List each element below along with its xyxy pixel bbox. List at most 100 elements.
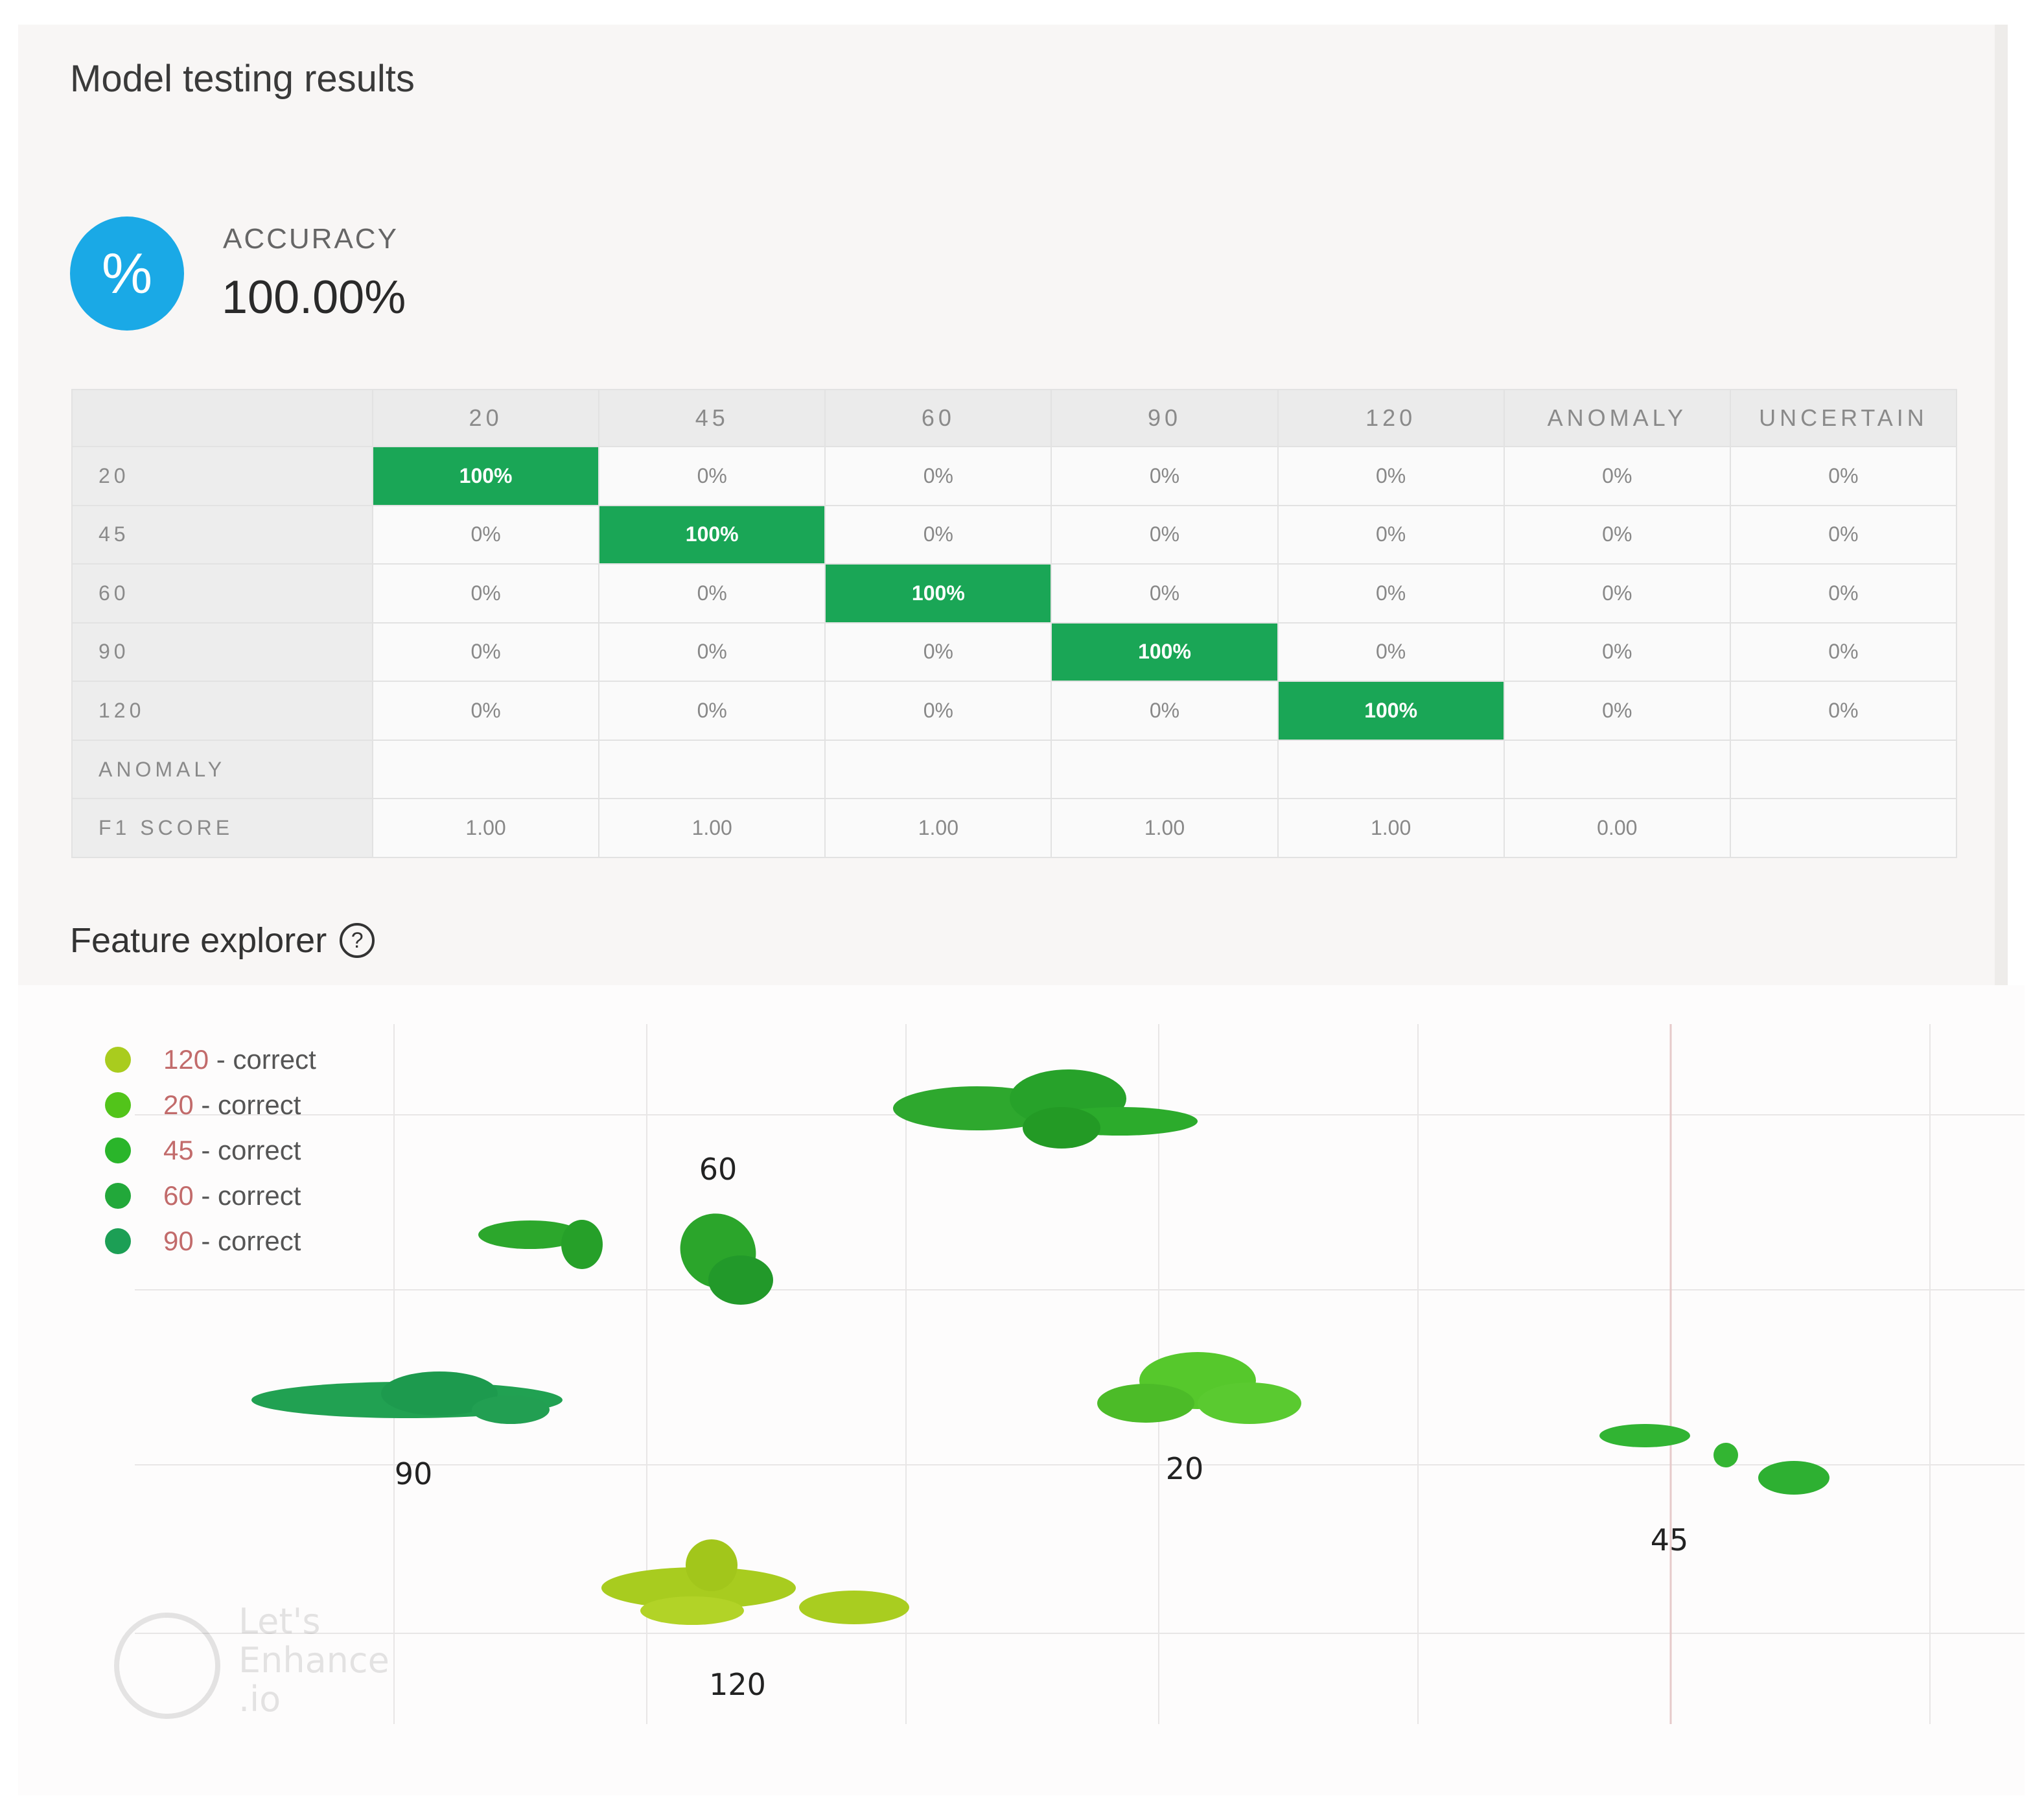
matrix-cell: 0%	[1503, 504, 1731, 565]
row-header: F1 SCORE	[71, 798, 373, 858]
matrix-cell: 0%	[824, 446, 1052, 506]
column-header: 90	[1051, 389, 1279, 447]
feature-explorer-title: Feature explorer ?	[70, 920, 375, 961]
legend-label: 60 - correct	[163, 1180, 301, 1211]
column-header: 20	[371, 389, 600, 447]
data-point	[561, 1220, 603, 1269]
row-header: 60	[71, 563, 373, 624]
matrix-cell	[1051, 739, 1279, 800]
matrix-cell: 0%	[1729, 504, 1958, 565]
matrix-cell: 0%	[1051, 681, 1279, 741]
table-row: 90 0% 0% 0% 100% 0% 0% 0%	[71, 622, 1958, 682]
matrix-cell	[824, 739, 1052, 800]
legend-label: 45 - correct	[163, 1135, 301, 1165]
matrix-cell: 0%	[824, 504, 1052, 565]
matrix-cell: 0%	[824, 681, 1052, 741]
row-header: 20	[71, 446, 373, 506]
row-header: ANOMALY	[71, 739, 373, 800]
table-row: 120 0% 0% 0% 0% 100% 0% 0%	[71, 681, 1958, 741]
accuracy-value: 100.00%	[222, 272, 406, 323]
f1-score-cell: 1.00	[371, 798, 600, 858]
feature-explorer-label: Feature explorer	[70, 921, 327, 960]
matrix-cell: 0%	[1051, 563, 1279, 624]
matrix-cell: 0%	[598, 446, 826, 506]
matrix-cell: 0%	[371, 563, 600, 624]
matrix-cell: 100%	[371, 446, 600, 506]
data-point	[381, 1371, 498, 1416]
data-point	[601, 1567, 796, 1609]
column-header: 60	[824, 389, 1052, 447]
legend-dot-icon	[105, 1047, 131, 1073]
cluster-45-points	[1599, 1424, 1829, 1495]
legend-item[interactable]: 120 - correct	[105, 1037, 316, 1082]
percent-icon: %	[70, 216, 184, 331]
matrix-cell: 0%	[1051, 446, 1279, 506]
cluster-label: 60	[699, 1152, 737, 1187]
watermark-logo: Let's Enhance .io	[114, 1601, 389, 1720]
page-title: Model testing results	[70, 58, 415, 100]
feature-explorer-plot[interactable]: 60 90 20 45 120 Let's Enhance .io	[18, 985, 2025, 1795]
data-point	[686, 1539, 737, 1591]
cluster-label: 90	[395, 1456, 433, 1491]
matrix-cell: 0%	[824, 622, 1052, 682]
help-circle-icon[interactable]: ?	[340, 923, 375, 958]
matrix-cell: 0%	[371, 504, 600, 565]
legend-item[interactable]: 45 - correct	[105, 1128, 316, 1173]
row-header: 120	[71, 681, 373, 741]
data-point	[1713, 1443, 1738, 1467]
data-point	[1599, 1424, 1690, 1447]
f1-score-cell: 1.00	[824, 798, 1052, 858]
matrix-cell: 100%	[1051, 622, 1279, 682]
table-row: 20 100% 0% 0% 0% 0% 0% 0%	[71, 446, 1958, 506]
data-point	[472, 1395, 550, 1424]
matrix-cell: 0%	[1729, 681, 1958, 741]
svg-text:.io: .io	[238, 1679, 281, 1720]
matrix-cell: 0%	[371, 681, 600, 741]
plot-legend: 120 - correct 20 - correct 45 - correct …	[105, 1037, 316, 1264]
matrix-cell	[1277, 739, 1505, 800]
matrix-cell: 0%	[1729, 446, 1958, 506]
matrix-cell: 0%	[371, 622, 600, 682]
cluster-label: 20	[1166, 1451, 1204, 1486]
matrix-corner-cell	[71, 389, 373, 447]
matrix-cell: 0%	[1503, 563, 1731, 624]
f1-score-cell: 1.00	[598, 798, 826, 858]
f1-score-cell	[1729, 798, 1958, 858]
matrix-cell: 100%	[1277, 681, 1505, 741]
table-row: F1 SCORE 1.00 1.00 1.00 1.00 1.00 0.00	[71, 798, 1958, 858]
matrix-cell	[1729, 739, 1958, 800]
legend-item[interactable]: 90 - correct	[105, 1219, 316, 1264]
legend-label: 20 - correct	[163, 1090, 301, 1120]
data-point	[640, 1596, 744, 1625]
matrix-cell: 0%	[598, 563, 826, 624]
legend-item[interactable]: 20 - correct	[105, 1082, 316, 1128]
accuracy-label: ACCURACY	[223, 223, 399, 255]
matrix-header-row: 20 45 60 90 120 ANOMALY UNCERTAIN	[71, 389, 1958, 447]
matrix-cell: 0%	[1729, 563, 1958, 624]
data-point	[1023, 1107, 1100, 1149]
matrix-cell	[1503, 739, 1731, 800]
cluster-90-points	[251, 1371, 563, 1424]
matrix-cell: 100%	[824, 563, 1052, 624]
matrix-cell: 100%	[598, 504, 826, 565]
cluster-120-points	[601, 1539, 909, 1625]
legend-item[interactable]: 60 - correct	[105, 1173, 316, 1219]
svg-text:Let's: Let's	[238, 1601, 321, 1642]
row-header: 90	[71, 622, 373, 682]
legend-label: 90 - correct	[163, 1226, 301, 1256]
matrix-cell: 0%	[1503, 622, 1731, 682]
column-header: UNCERTAIN	[1729, 389, 1958, 447]
panel-scrollbar[interactable]	[1995, 25, 2008, 997]
column-header: ANOMALY	[1503, 389, 1731, 447]
cluster-label: 120	[709, 1667, 766, 1702]
matrix-cell: 0%	[1503, 446, 1731, 506]
data-point	[478, 1220, 582, 1249]
matrix-cell: 0%	[1729, 622, 1958, 682]
legend-dot-icon	[105, 1138, 131, 1163]
table-row: ANOMALY	[71, 739, 1958, 800]
matrix-cell: 0%	[1277, 622, 1505, 682]
column-header: 120	[1277, 389, 1505, 447]
f1-score-cell: 1.00	[1051, 798, 1279, 858]
matrix-cell: 0%	[1277, 563, 1505, 624]
matrix-cell: 0%	[1277, 446, 1505, 506]
